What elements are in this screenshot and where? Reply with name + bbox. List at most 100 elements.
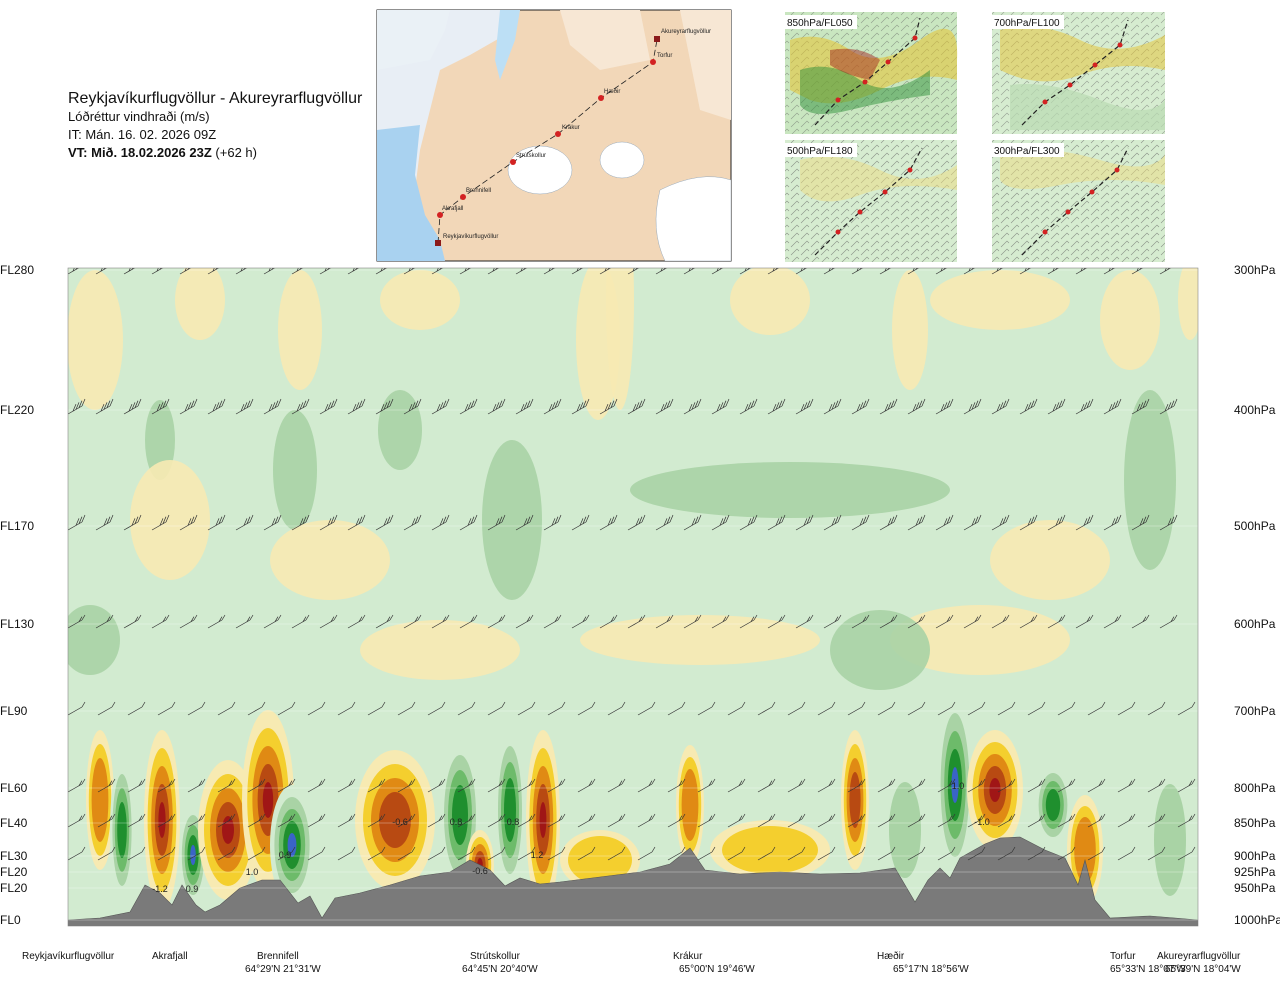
- wind-barb: [127, 846, 146, 861]
- map-label-torfur: Torfur: [657, 53, 672, 59]
- upper-shade-6: [930, 270, 1070, 330]
- wind-barb: [127, 813, 146, 828]
- value-label-4: -0.6: [392, 817, 408, 827]
- wind-barb: [337, 778, 356, 793]
- couplet-5-band-4: [262, 782, 274, 818]
- route-map: Akureyrarflugvöllur Torfur Hæðir Krákur …: [376, 9, 732, 262]
- wind-barb: [319, 398, 338, 415]
- wind-barb: [571, 614, 590, 629]
- wind-barb: [963, 514, 982, 531]
- wind-barb: [1147, 778, 1166, 793]
- wind-barb: [967, 813, 986, 828]
- value-label-1: 0.9: [186, 884, 199, 894]
- couplet-6: [270, 785, 314, 905]
- left-tick-6: FL40: [0, 816, 28, 830]
- wind-barb: [403, 514, 422, 531]
- wind-barb: [375, 514, 394, 531]
- wind-barb: [851, 614, 870, 629]
- plot-field: [68, 268, 1198, 926]
- wind-barb: [877, 846, 896, 861]
- couplet-7-band-3: [379, 792, 411, 848]
- wind-barb: [767, 398, 786, 415]
- wind-barb: [817, 846, 836, 861]
- location-name-2: Brennifell: [257, 951, 299, 962]
- wind-barb: [907, 398, 926, 415]
- wind-barb: [627, 398, 646, 415]
- couplet-18-band-4: [989, 778, 1001, 802]
- wind-barb: [571, 398, 590, 415]
- value-label-5: 0.8: [450, 817, 463, 827]
- wind-barb: [607, 813, 626, 828]
- left-tick-5: FL60: [0, 781, 28, 795]
- wind-barb: [599, 398, 618, 415]
- map-label-akrafjall: Akrafjall: [442, 206, 463, 212]
- wind-barb: [667, 813, 686, 828]
- location-name-6: Torfur: [1110, 951, 1136, 962]
- upper-shade-17: [130, 460, 210, 580]
- wind-barb: [487, 846, 506, 861]
- map-label-akureyri: Akureyrarflugvöllur: [661, 29, 711, 35]
- wind-barb: [847, 813, 866, 828]
- upper-shade-1: [175, 268, 225, 340]
- wind-barb: [1147, 846, 1166, 861]
- wind-barb: [907, 778, 926, 793]
- wind-barb: [757, 846, 776, 861]
- wind-barb: [795, 514, 814, 531]
- map-label-brennifell: Brennifell: [466, 188, 491, 194]
- valid-time-lead: (+62 h): [215, 145, 257, 160]
- wind-barb: [431, 614, 450, 629]
- right-tick-2: 500hPa: [1234, 519, 1276, 533]
- wind-barb: [757, 813, 776, 828]
- value-label-7: 0.8: [507, 817, 520, 827]
- wind-barb: [907, 514, 926, 531]
- right-tick-4: 700hPa: [1234, 704, 1276, 718]
- wind-barb: [375, 614, 394, 629]
- wind-barb: [627, 614, 646, 629]
- wind-barb: [1177, 778, 1196, 793]
- wind-barb: [935, 614, 954, 629]
- upper-shade-16: [145, 400, 175, 480]
- wind-barb: [487, 701, 506, 716]
- location-coord-2: 64°29'N 21°31'W: [245, 964, 321, 975]
- wind-barb: [179, 514, 198, 531]
- wind-barb: [851, 398, 870, 415]
- wind-barb: [307, 846, 326, 861]
- map-label-haedir: Hæðir: [604, 88, 620, 95]
- right-tick-6: 850hPa: [1234, 816, 1276, 830]
- wind-barb: [263, 398, 282, 415]
- wind-barb: [787, 778, 806, 793]
- location-coord-4: 65°00'N 19°46'W: [679, 964, 755, 975]
- wind-barb: [1117, 813, 1136, 828]
- left-tick-3: FL130: [0, 617, 34, 631]
- wind-barb: [937, 846, 956, 861]
- left-tick-8: FL20: [0, 865, 28, 879]
- couplet-18: [967, 730, 1023, 850]
- wind-barb: [337, 846, 356, 861]
- wind-barb: [1103, 514, 1122, 531]
- wind-barb: [1087, 813, 1106, 828]
- wind-barb: [97, 846, 116, 861]
- wind-barb: [727, 846, 746, 861]
- couplet-20-band-2: [1074, 817, 1096, 883]
- wind-barb: [307, 701, 326, 716]
- location-coord-7: 65°39'N 18°04'W: [1165, 964, 1241, 975]
- couplet-1: [110, 760, 134, 900]
- upper-shade-0: [68, 270, 123, 410]
- wind-barb: [151, 398, 170, 415]
- value-label-0: -1.2: [152, 884, 168, 894]
- wind-barb: [667, 846, 686, 861]
- wind-barb: [97, 701, 116, 716]
- right-tick-9: 950hPa: [1234, 881, 1276, 895]
- wind-barb: [487, 398, 506, 415]
- mini-panel-label-500: 500hPa/FL180: [787, 146, 853, 157]
- title-block: Reykjavíkurflugvöllur - Akureyrarflugvöl…: [68, 90, 362, 162]
- wind-barb: [767, 614, 786, 629]
- value-label-8: 1.2: [531, 850, 544, 860]
- valid-time: VT: Mið. 18.02.2026 23Z (+62 h): [68, 144, 362, 162]
- value-label-3: 0.9: [279, 850, 292, 860]
- wind-barb: [627, 514, 646, 531]
- wind-barb: [711, 614, 730, 629]
- wind-barb: [847, 701, 866, 716]
- wind-barb: [879, 398, 898, 415]
- wind-barb: [217, 778, 236, 793]
